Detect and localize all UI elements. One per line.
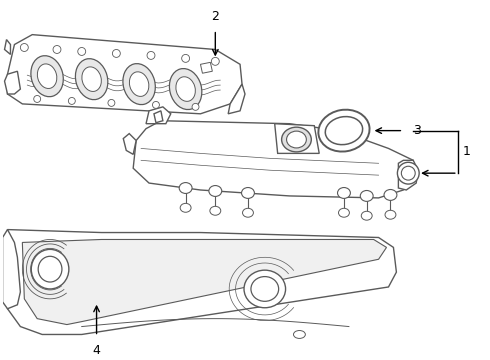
Ellipse shape — [180, 203, 191, 212]
Ellipse shape — [243, 208, 253, 217]
Ellipse shape — [325, 117, 363, 145]
Ellipse shape — [192, 103, 199, 110]
Ellipse shape — [242, 188, 254, 198]
Ellipse shape — [37, 64, 57, 89]
Ellipse shape — [385, 210, 396, 219]
Polygon shape — [4, 40, 10, 54]
Polygon shape — [123, 134, 136, 154]
Ellipse shape — [53, 45, 61, 53]
Ellipse shape — [75, 59, 108, 100]
Polygon shape — [228, 84, 245, 114]
Polygon shape — [154, 111, 163, 123]
Ellipse shape — [21, 44, 28, 51]
Ellipse shape — [282, 127, 311, 152]
Ellipse shape — [244, 270, 286, 308]
Polygon shape — [200, 62, 212, 73]
Ellipse shape — [401, 166, 415, 180]
Ellipse shape — [182, 54, 190, 62]
Polygon shape — [398, 160, 418, 190]
Polygon shape — [4, 71, 21, 94]
Ellipse shape — [179, 183, 192, 193]
Polygon shape — [133, 121, 413, 198]
Text: 1: 1 — [463, 145, 470, 158]
Ellipse shape — [108, 99, 115, 106]
Ellipse shape — [147, 51, 155, 59]
Ellipse shape — [361, 211, 372, 220]
Ellipse shape — [38, 256, 62, 282]
Polygon shape — [7, 35, 242, 114]
Ellipse shape — [176, 77, 196, 102]
Ellipse shape — [338, 188, 350, 198]
Polygon shape — [7, 230, 396, 334]
Ellipse shape — [397, 162, 419, 184]
Text: 3: 3 — [413, 124, 421, 137]
Ellipse shape — [318, 110, 369, 152]
Ellipse shape — [251, 276, 279, 301]
Ellipse shape — [152, 102, 159, 108]
Ellipse shape — [360, 190, 373, 201]
Ellipse shape — [82, 67, 101, 91]
Polygon shape — [2, 230, 21, 309]
Ellipse shape — [210, 206, 221, 215]
Ellipse shape — [31, 56, 63, 97]
Ellipse shape — [69, 98, 75, 104]
Polygon shape — [275, 124, 319, 153]
Polygon shape — [23, 239, 387, 325]
Ellipse shape — [294, 330, 305, 338]
Polygon shape — [146, 107, 171, 124]
Ellipse shape — [34, 95, 41, 102]
Ellipse shape — [287, 131, 306, 148]
Ellipse shape — [384, 189, 397, 201]
Ellipse shape — [211, 57, 219, 65]
Ellipse shape — [170, 68, 202, 109]
Ellipse shape — [339, 208, 349, 217]
Ellipse shape — [31, 249, 69, 289]
Text: 4: 4 — [93, 345, 100, 357]
Ellipse shape — [78, 48, 86, 55]
Ellipse shape — [123, 64, 155, 105]
Text: 2: 2 — [211, 10, 219, 23]
Ellipse shape — [112, 49, 121, 57]
Ellipse shape — [129, 72, 149, 96]
Ellipse shape — [209, 185, 222, 197]
